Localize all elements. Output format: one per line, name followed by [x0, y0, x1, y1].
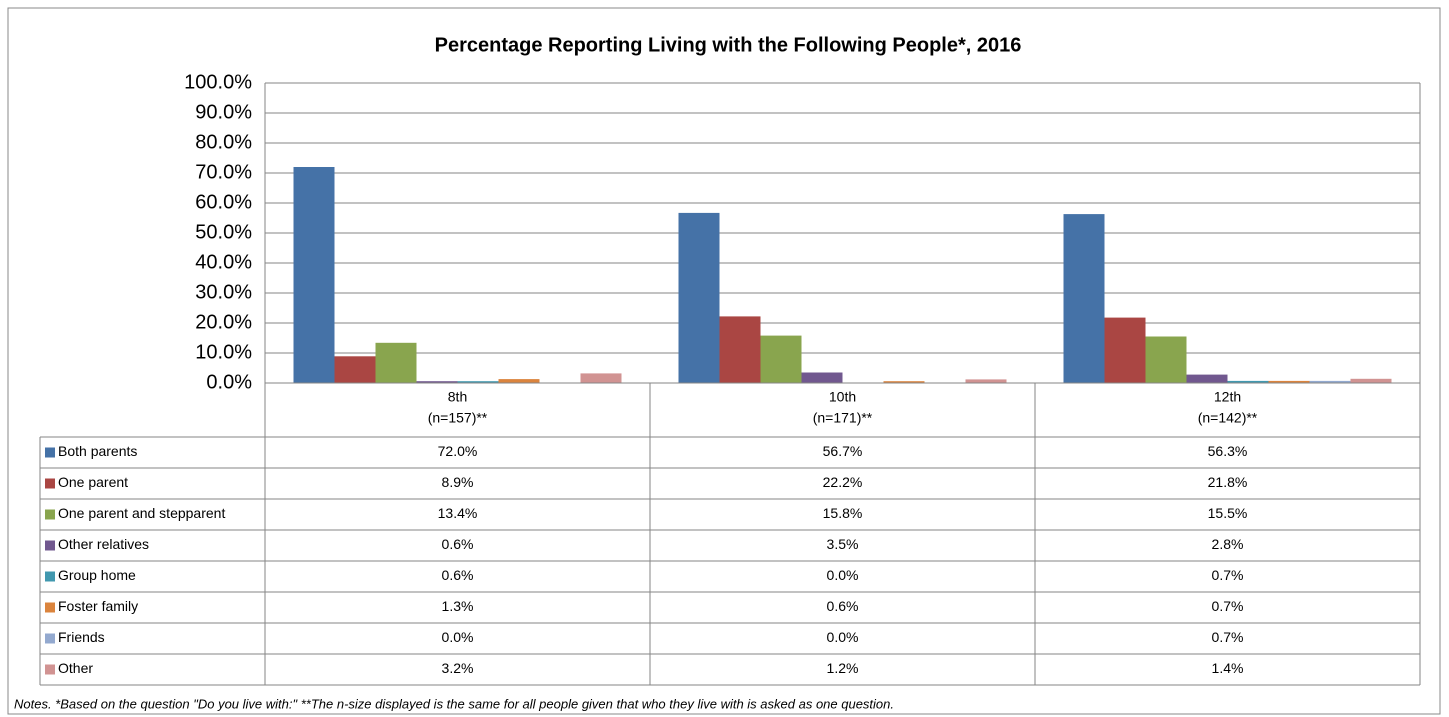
bar [1309, 380, 1351, 383]
y-tick-label: 40.0% [195, 251, 252, 273]
data-label: 21.8% [1208, 474, 1248, 490]
data-label: 0.7% [1212, 598, 1244, 614]
y-tick-label: 60.0% [195, 191, 252, 213]
data-label: 56.3% [1208, 443, 1248, 459]
bar [498, 379, 540, 383]
data-label: 0.0% [827, 567, 859, 583]
bar [457, 381, 499, 383]
legend-key [45, 602, 55, 613]
legend-label: Group home [58, 567, 136, 583]
data-label: 1.3% [442, 598, 474, 614]
legend-key [45, 633, 55, 644]
bar [1104, 317, 1146, 383]
y-tick-label: 70.0% [195, 161, 252, 183]
bar [801, 372, 843, 383]
bar [760, 335, 802, 383]
bar [293, 167, 335, 383]
y-tick-label: 80.0% [195, 131, 252, 153]
data-label: 0.6% [827, 598, 859, 614]
data-label: 22.2% [823, 474, 863, 490]
x-tick-label: (n=142)** [1198, 410, 1258, 426]
data-label: 0.6% [442, 567, 474, 583]
x-tick-label: 8th [448, 389, 467, 405]
bar [719, 316, 761, 383]
data-label: 0.0% [442, 629, 474, 645]
data-label: 1.4% [1212, 660, 1244, 676]
bar [1227, 380, 1269, 383]
data-label: 3.5% [827, 536, 859, 552]
x-tick-label: 10th [829, 389, 856, 405]
bar [1186, 374, 1228, 383]
data-label: 8.9% [442, 474, 474, 490]
legend-label: Friends [58, 629, 105, 645]
data-label: 2.8% [1212, 536, 1244, 552]
legend-key [45, 509, 55, 520]
legend-key [45, 664, 55, 675]
bar [1350, 378, 1392, 383]
legend-label: Other [58, 660, 93, 676]
legend-label: Both parents [58, 443, 137, 459]
y-tick-label: 50.0% [195, 221, 252, 243]
bar [334, 356, 376, 383]
y-tick-label: 30.0% [195, 281, 252, 303]
bar [1268, 380, 1310, 383]
notes: Notes. *Based on the question "Do you li… [14, 696, 894, 711]
data-label: 1.2% [827, 660, 859, 676]
bar [375, 342, 417, 383]
x-tick-label: 12th [1214, 389, 1241, 405]
bar [416, 381, 458, 383]
data-label: 0.7% [1212, 629, 1244, 645]
bar [1145, 336, 1187, 383]
legend-label: One parent and stepparent [58, 505, 225, 521]
data-label: 15.8% [823, 505, 863, 521]
legend-label: Other relatives [58, 536, 149, 552]
x-tick-label: (n=171)** [813, 410, 873, 426]
data-label: 72.0% [438, 443, 478, 459]
bar [580, 373, 622, 383]
bar [965, 379, 1007, 383]
x-tick-label: (n=157)** [428, 410, 488, 426]
legend-key [45, 478, 55, 489]
bar [1063, 214, 1105, 383]
data-label: 3.2% [442, 660, 474, 676]
data-label: 0.0% [827, 629, 859, 645]
data-label: 15.5% [1208, 505, 1248, 521]
bar [678, 212, 720, 383]
y-tick-label: 10.0% [195, 341, 252, 363]
y-tick-label: 100.0% [184, 71, 252, 93]
legend-label: Foster family [58, 598, 138, 614]
chart-title: Percentage Reporting Living with the Fol… [435, 34, 1022, 56]
data-label: 56.7% [823, 443, 863, 459]
legend-key [45, 571, 55, 582]
bar [883, 381, 925, 383]
y-tick-label: 90.0% [195, 101, 252, 123]
data-label: 13.4% [438, 505, 478, 521]
legend-label: One parent [58, 474, 128, 490]
data-label: 0.7% [1212, 567, 1244, 583]
legend-key [45, 447, 55, 458]
y-tick-label: 20.0% [195, 311, 252, 333]
y-tick-label: 0.0% [206, 371, 252, 393]
data-label: 0.6% [442, 536, 474, 552]
legend-key [45, 540, 55, 551]
